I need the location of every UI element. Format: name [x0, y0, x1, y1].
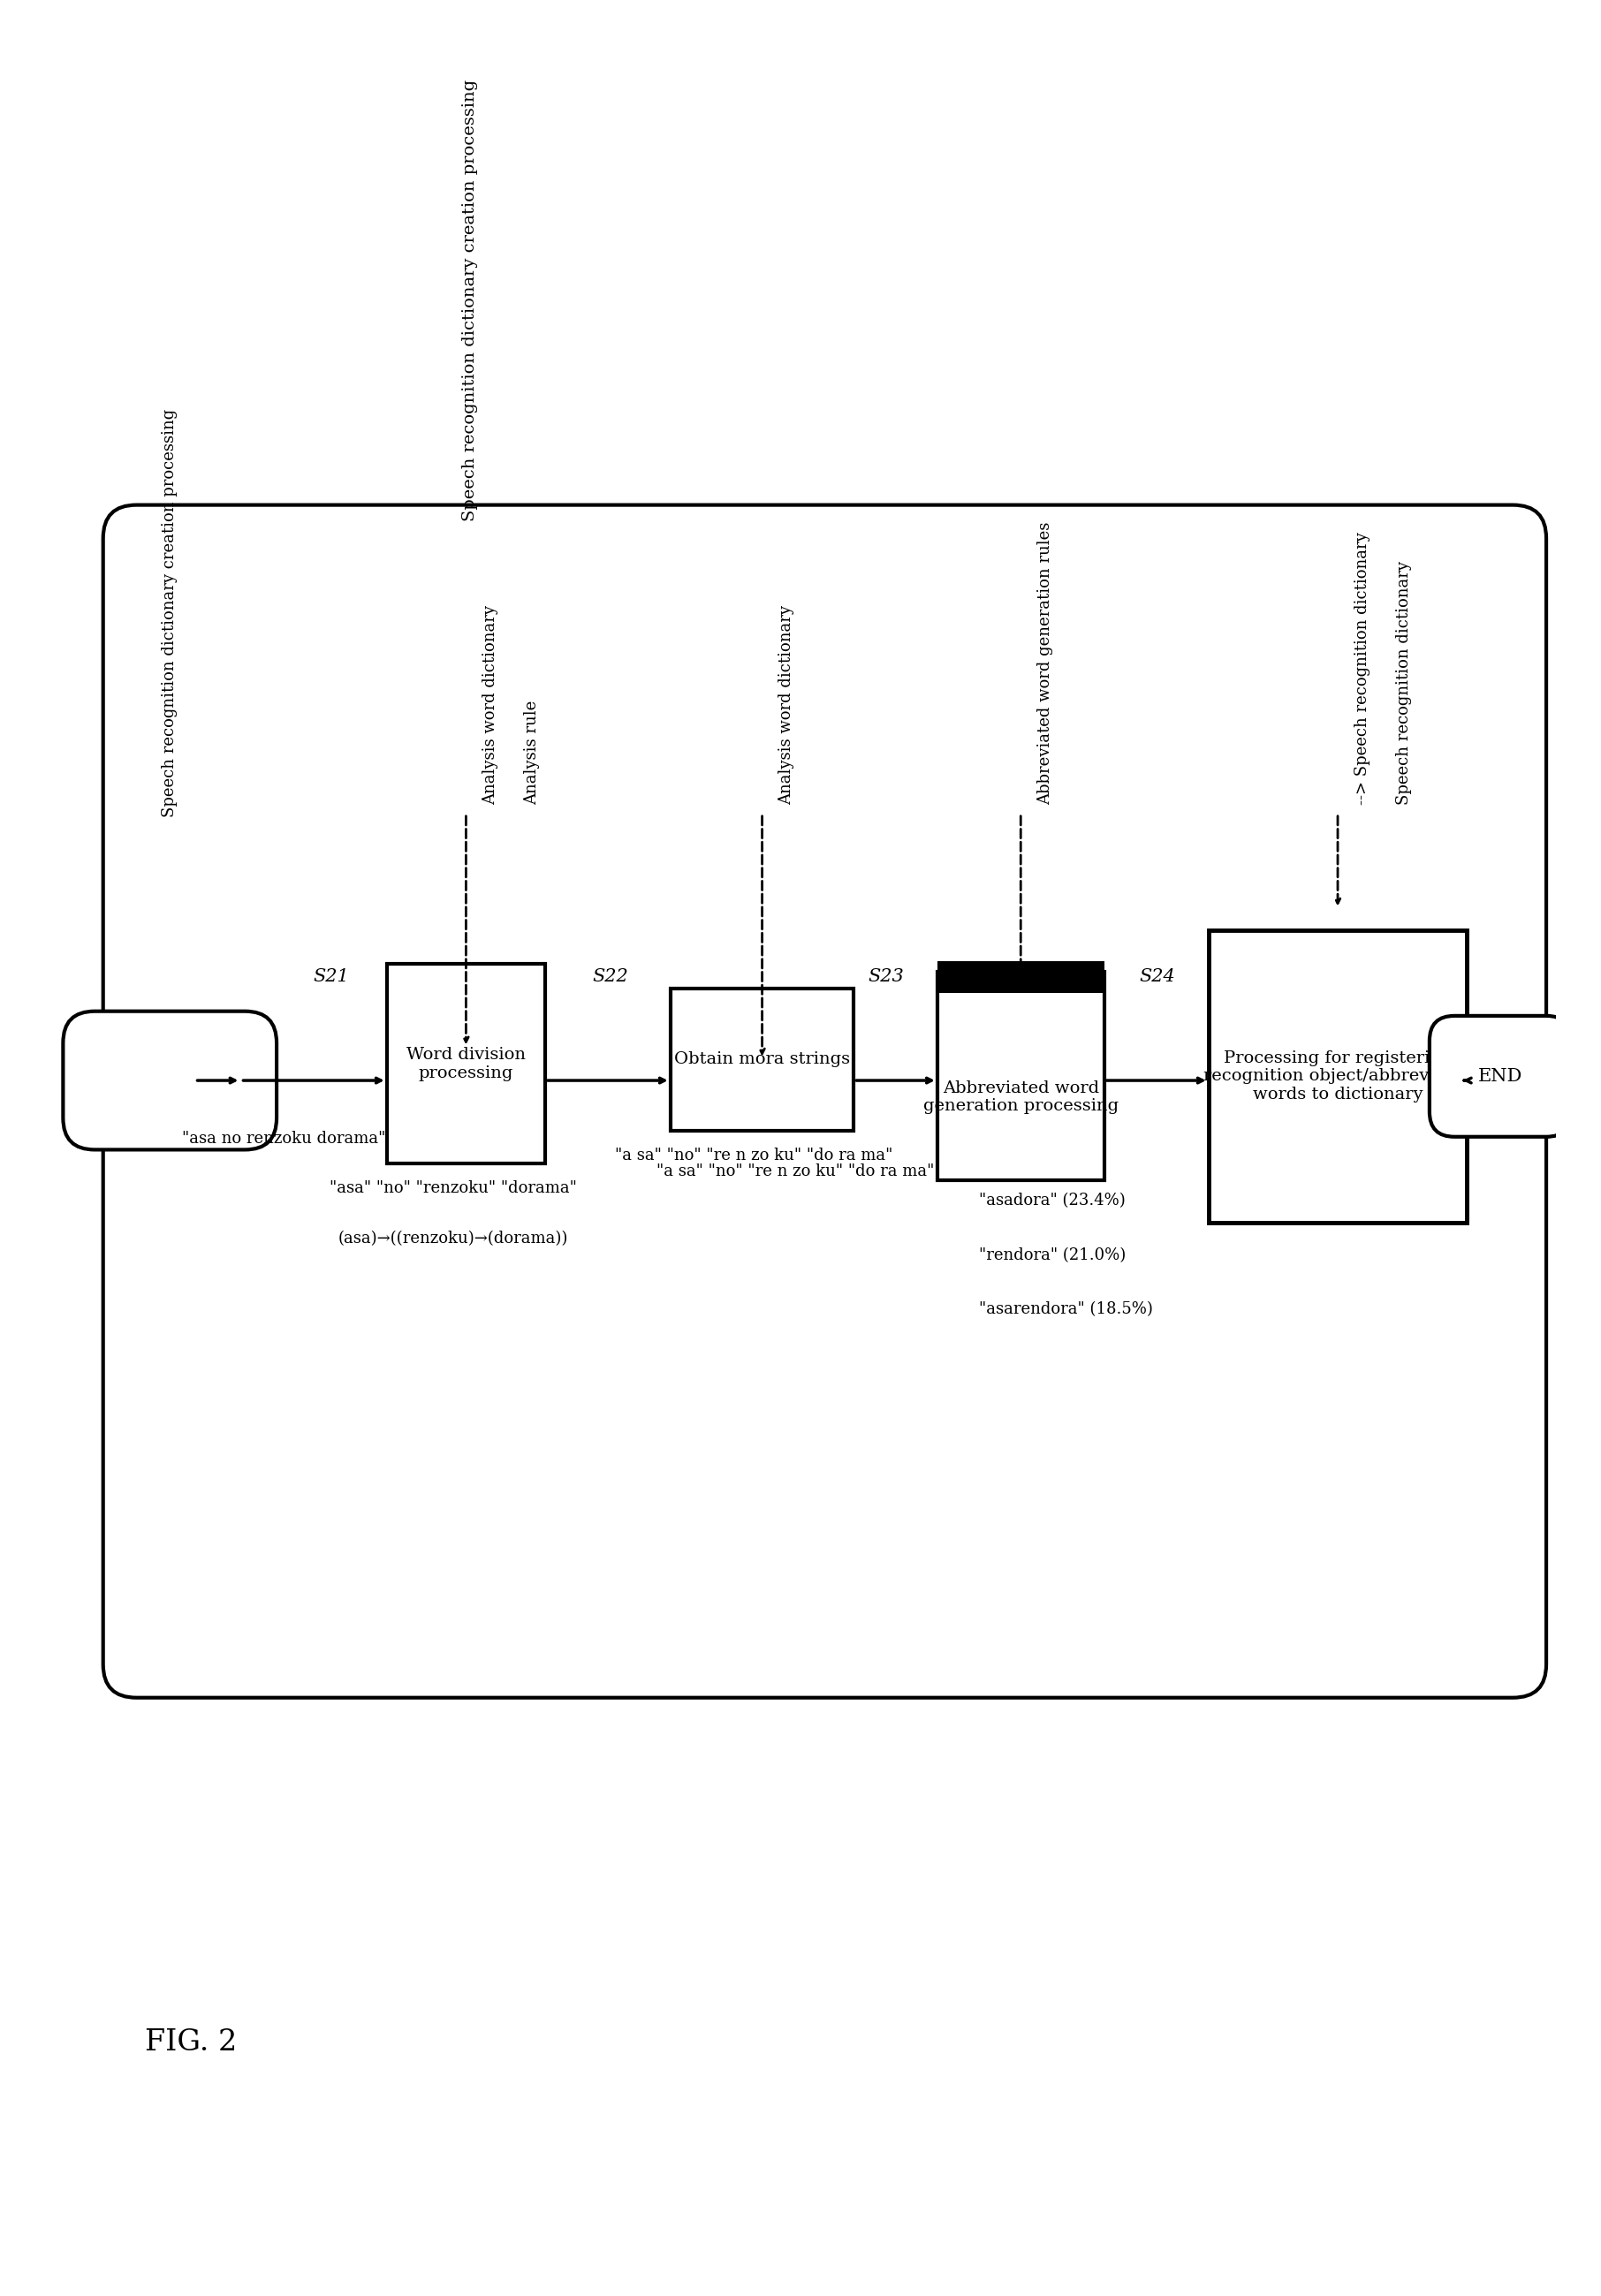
Text: "rendora" (21.0%): "rendora" (21.0%): [980, 1247, 1126, 1263]
Bar: [387, 964, 546, 1164]
Text: END: END: [1478, 1068, 1523, 1084]
Bar: [937, 971, 1105, 1180]
Text: Word division
processing: Word division processing: [407, 1047, 525, 1081]
Text: Speech recognition dictionary creation processing: Speech recognition dictionary creation p…: [162, 409, 178, 817]
Bar: [1209, 930, 1467, 1221]
Bar: [671, 990, 853, 1130]
Text: Analysis word dictionary: Analysis word dictionary: [778, 606, 794, 806]
Text: --> Speech recognition dictionary: --> Speech recognition dictionary: [1354, 533, 1370, 806]
Text: "asa no renzoku dorama": "asa no renzoku dorama": [183, 1130, 386, 1146]
Text: S24: S24: [1138, 969, 1175, 985]
FancyBboxPatch shape: [62, 1010, 277, 1150]
Text: Analysis word dictionary: Analysis word dictionary: [482, 606, 498, 806]
FancyBboxPatch shape: [1430, 1015, 1571, 1137]
Text: "asa" "no" "renzoku" "dorama": "asa" "no" "renzoku" "dorama": [330, 1180, 576, 1196]
Bar: [937, 962, 1105, 992]
Text: S22: S22: [592, 969, 629, 985]
FancyBboxPatch shape: [102, 505, 1547, 1697]
Text: "asadora" (23.4%): "asadora" (23.4%): [980, 1194, 1126, 1210]
Text: Speech recognition dictionary: Speech recognition dictionary: [1396, 563, 1412, 806]
Text: "a sa" "no" "re n zo ku" "do ra ma": "a sa" "no" "re n zo ku" "do ra ma": [615, 1148, 893, 1164]
Text: (asa)→((renzoku)→(dorama)): (asa)→((renzoku)→(dorama)): [338, 1231, 568, 1247]
Text: FIG. 2: FIG. 2: [144, 2027, 237, 2057]
Text: "asarendora" (18.5%): "asarendora" (18.5%): [980, 1302, 1153, 1318]
Text: "a sa" "no" "re n zo ku" "do ra ma": "a sa" "no" "re n zo ku" "do ra ma": [656, 1164, 935, 1180]
Text: Obtain mora strings: Obtain mora strings: [674, 1052, 850, 1068]
Text: S23: S23: [868, 969, 905, 985]
Text: Abbreviated word
generation processing: Abbreviated word generation processing: [924, 1079, 1119, 1114]
Text: Speech recognition dictionary creation processing: Speech recognition dictionary creation p…: [461, 80, 477, 521]
Text: Analysis rule: Analysis rule: [525, 700, 540, 806]
Text: Processing for registering
recognition object/abbreviated
words to dictionary: Processing for registering recognition o…: [1202, 1049, 1473, 1102]
Text: Abbreviated word generation rules: Abbreviated word generation rules: [1037, 521, 1053, 806]
Text: S21: S21: [314, 969, 349, 985]
